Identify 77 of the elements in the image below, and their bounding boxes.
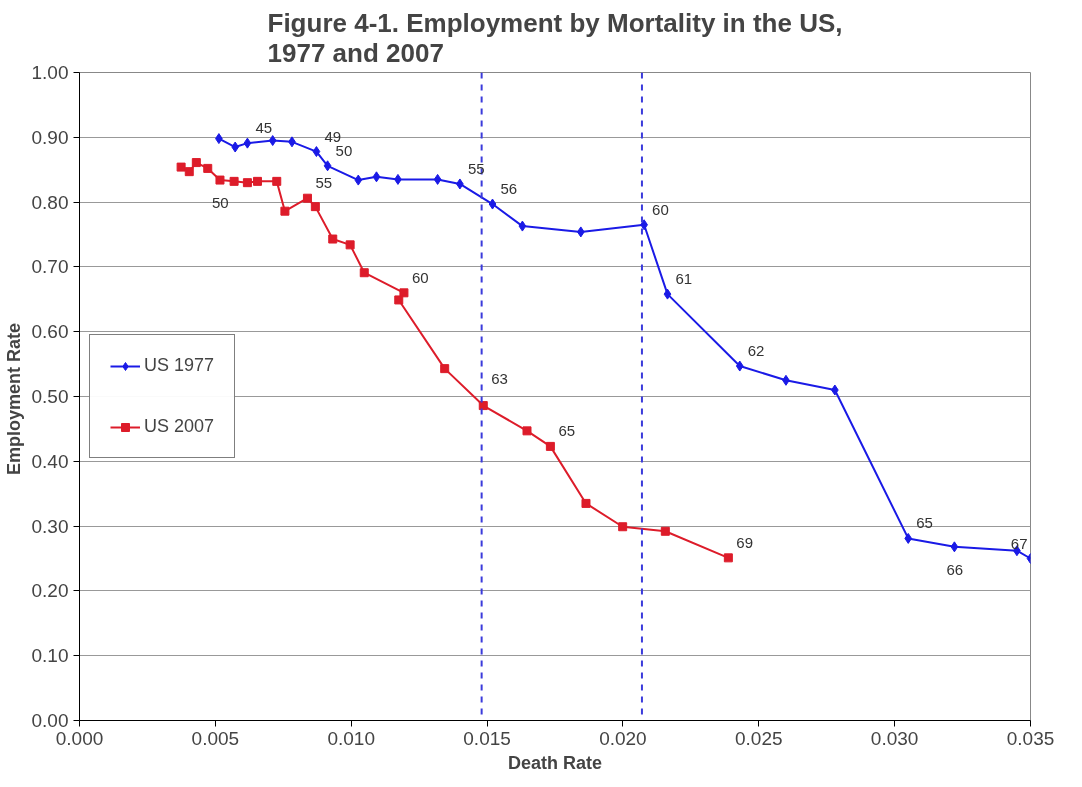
point xyxy=(518,220,527,232)
point xyxy=(618,522,628,532)
point xyxy=(268,135,277,147)
point xyxy=(231,141,240,153)
y-tick-label: 0.40 xyxy=(31,450,69,472)
point xyxy=(904,532,913,544)
point xyxy=(545,441,555,451)
point xyxy=(663,288,672,300)
annotation: 55 xyxy=(315,174,333,192)
point xyxy=(581,498,591,508)
point xyxy=(328,234,338,244)
point xyxy=(310,202,320,212)
point xyxy=(203,163,213,173)
x-tick-label: 0.035 xyxy=(1006,727,1055,749)
point xyxy=(399,288,409,298)
annotation: 65 xyxy=(558,422,576,440)
point xyxy=(354,174,363,186)
point xyxy=(372,171,381,183)
point xyxy=(660,526,670,536)
annotation: 60 xyxy=(411,268,429,286)
point xyxy=(478,401,488,411)
point xyxy=(191,158,201,168)
annotation: 55 xyxy=(467,159,485,177)
y-tick-label: 0.30 xyxy=(31,515,69,537)
point xyxy=(312,146,321,158)
annotation: 63 xyxy=(491,369,508,387)
point xyxy=(440,364,450,374)
annotation: 61 xyxy=(675,270,693,288)
point xyxy=(184,167,194,177)
point xyxy=(272,176,282,186)
y-tick-label: 0.20 xyxy=(31,580,69,602)
x-tick-label: 0.015 xyxy=(463,727,511,749)
legend-label: US 1977 xyxy=(144,355,215,376)
annotation: 69 xyxy=(736,533,754,551)
x-axis-title: Death Rate xyxy=(507,752,603,773)
point xyxy=(243,137,252,149)
annotation: 67 xyxy=(1010,534,1028,552)
chart-title: Figure 4-1. Employment by Mortality in the US, 1977 and 2007 xyxy=(267,7,843,68)
point xyxy=(176,162,186,172)
legend-label: US 2007 xyxy=(144,416,215,437)
y-tick-label: 1.00 xyxy=(31,62,69,83)
point xyxy=(302,193,312,203)
y-tick-label: 0.10 xyxy=(31,645,69,667)
annotation: 62 xyxy=(747,342,765,360)
annotation: 50 xyxy=(211,194,229,212)
point xyxy=(950,541,959,553)
point xyxy=(280,206,290,216)
point xyxy=(433,173,442,185)
y-tick-label: 0.90 xyxy=(31,126,69,148)
x-tick-label: 0.025 xyxy=(735,727,783,749)
annotation: 66 xyxy=(946,560,964,578)
y-tick-label: 0.70 xyxy=(31,256,69,278)
point xyxy=(252,176,262,186)
annotation: 65 xyxy=(916,514,933,532)
point xyxy=(359,268,369,278)
y-tick-label: 0.60 xyxy=(31,321,69,343)
point xyxy=(229,176,239,186)
annotation: 45 xyxy=(255,119,273,137)
point xyxy=(242,178,252,188)
x-tick-label: 0.005 xyxy=(191,727,240,749)
y-tick-label: 0.80 xyxy=(31,191,69,213)
point xyxy=(723,553,733,563)
point xyxy=(394,295,404,305)
y-tick-label: 0.50 xyxy=(31,386,69,407)
point xyxy=(488,198,497,210)
x-tick-label: 0.030 xyxy=(870,727,919,749)
y-axis-title: Employment Rate xyxy=(3,322,24,476)
point xyxy=(345,240,355,250)
point xyxy=(576,226,585,238)
annotation: 56 xyxy=(500,180,518,198)
point xyxy=(522,426,532,436)
point xyxy=(323,160,332,172)
point xyxy=(735,360,744,372)
x-tick-label: 0.010 xyxy=(327,727,375,749)
annotation: 60 xyxy=(652,200,669,218)
x-tick-label: 0.020 xyxy=(599,727,647,749)
point xyxy=(215,175,225,185)
